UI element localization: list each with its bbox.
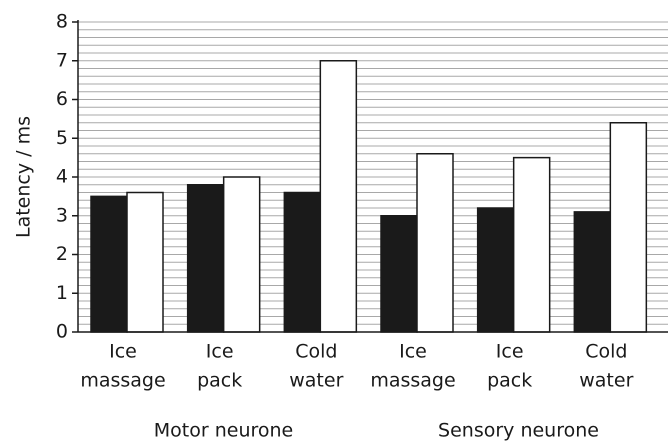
y-tick-label: 0 (56, 321, 68, 343)
x-tick-label: Cold (585, 341, 627, 363)
x-tick-label: Ice (206, 341, 234, 363)
y-tick-label: 3 (56, 204, 68, 226)
x-tick-label: Ice (496, 341, 524, 363)
y-tick-label: 5 (56, 127, 68, 149)
bar (380, 215, 418, 333)
y-tick-label: 8 (56, 11, 68, 33)
y-tick-label: 2 (56, 243, 68, 265)
group-label: Sensory neurone (438, 420, 599, 442)
x-tick-label: massage (80, 370, 165, 392)
bar (512, 156, 551, 333)
bar (126, 191, 164, 333)
bar (222, 176, 261, 333)
x-tick-label: Cold (295, 341, 337, 363)
x-tick-label: Ice (399, 341, 427, 363)
y-axis-label: Latency / ms (13, 116, 35, 238)
group-label: Motor neurone (154, 420, 293, 442)
y-tick-label: 6 (56, 88, 68, 110)
y-tick-label: 1 (56, 282, 68, 304)
bar (186, 184, 225, 333)
bar (319, 60, 358, 333)
bar (573, 211, 612, 333)
x-tick-label: Ice (109, 341, 137, 363)
x-tick-label: water (579, 370, 633, 392)
x-tick-label: water (289, 370, 343, 392)
bar (90, 195, 128, 333)
bar (609, 122, 648, 333)
x-tick-label: pack (197, 370, 242, 392)
x-tick-label: massage (370, 370, 455, 392)
bar (416, 153, 454, 333)
x-tick-label: pack (487, 370, 532, 392)
y-tick-label: 4 (56, 166, 68, 188)
bar (283, 191, 322, 333)
y-tick-label: 7 (56, 49, 68, 71)
bar (476, 207, 515, 333)
